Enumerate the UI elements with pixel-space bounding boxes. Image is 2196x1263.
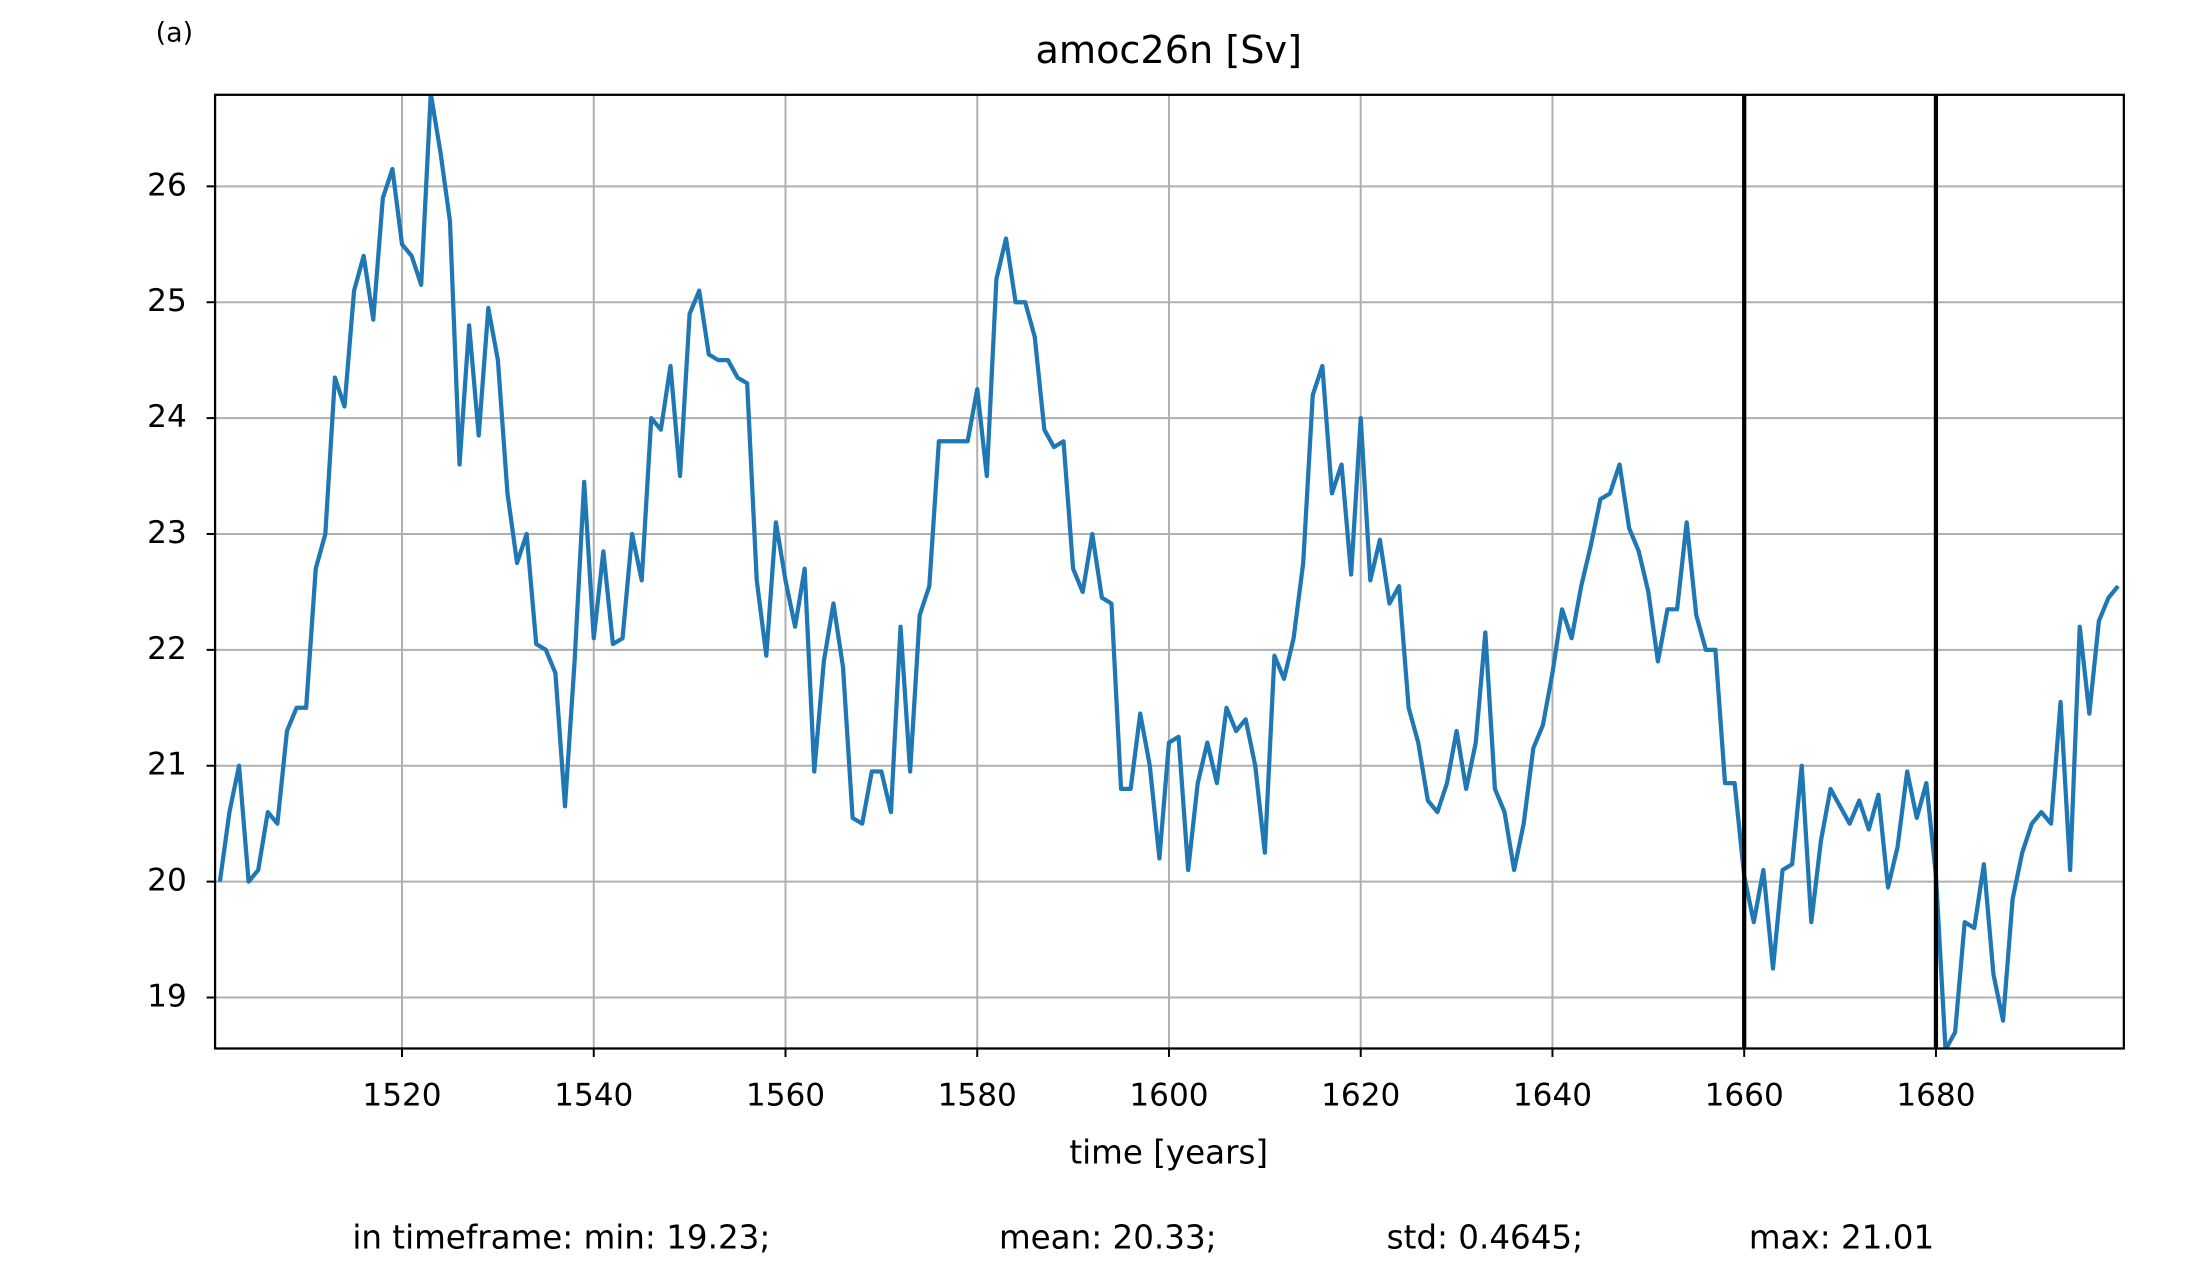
y-tick-label: 19 <box>147 978 187 1014</box>
stats-text: max: 21.01 <box>1749 1219 1934 1257</box>
x-tick-label: 1560 <box>746 1078 825 1114</box>
x-tick-label: 1580 <box>938 1078 1017 1114</box>
plot-frame <box>213 93 2125 1050</box>
x-tick-label: 1680 <box>1896 1078 1975 1114</box>
data-line <box>217 94 2120 1049</box>
x-tick-label: 1540 <box>554 1078 633 1114</box>
x-tick-label: 1520 <box>362 1078 441 1114</box>
x-tick-label: 1660 <box>1705 1078 1784 1114</box>
y-tick-label: 26 <box>147 167 187 203</box>
y-tick-label: 25 <box>147 283 187 319</box>
chart-title: amoc26n [Sv] <box>1035 29 1302 73</box>
stats-text: mean: 20.33; <box>999 1219 1217 1257</box>
x-tick-label: 1640 <box>1513 1078 1592 1114</box>
x-axis-label: time [years] <box>1069 1134 1268 1172</box>
y-tick-label: 21 <box>147 747 187 783</box>
y-tick-label: 22 <box>147 631 187 667</box>
panel-label: (a) <box>156 17 193 48</box>
y-tick-label: 24 <box>147 399 187 435</box>
x-tick-label: 1600 <box>1129 1078 1208 1114</box>
y-tick-label: 20 <box>147 863 187 899</box>
x-tick-label: 1620 <box>1321 1078 1400 1114</box>
plot-area <box>217 94 2120 1049</box>
stats-text: std: 0.4645; <box>1387 1219 1583 1257</box>
y-tick-label: 23 <box>147 515 187 551</box>
stats-text: in timeframe: min: 19.23; <box>352 1219 770 1257</box>
